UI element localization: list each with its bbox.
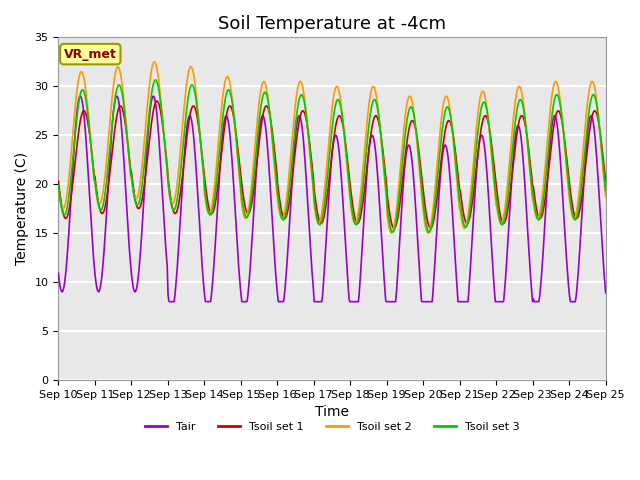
- X-axis label: Time: Time: [315, 405, 349, 420]
- Y-axis label: Temperature (C): Temperature (C): [15, 152, 29, 265]
- Legend: Tair, Tsoil set 1, Tsoil set 2, Tsoil set 3: Tair, Tsoil set 1, Tsoil set 2, Tsoil se…: [140, 417, 524, 436]
- Text: VR_met: VR_met: [64, 48, 116, 60]
- Title: Soil Temperature at -4cm: Soil Temperature at -4cm: [218, 15, 446, 33]
